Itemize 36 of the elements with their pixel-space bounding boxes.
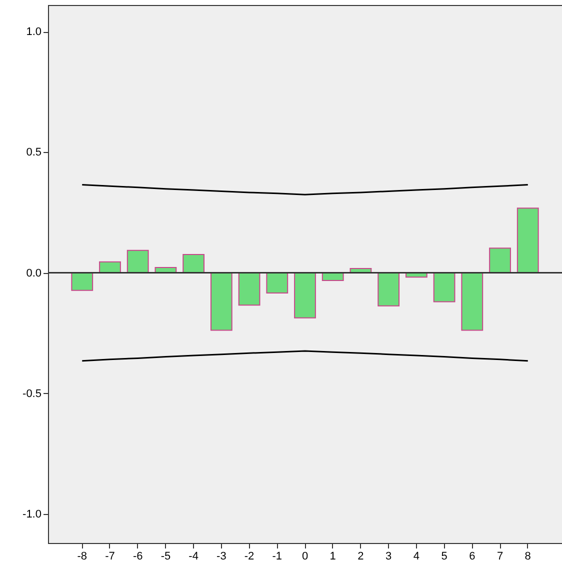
x-tick-label: 3 bbox=[386, 550, 392, 562]
x-tick-label: 0 bbox=[302, 550, 308, 562]
x-tick-label: 8 bbox=[524, 550, 531, 562]
x-tick-label: 4 bbox=[413, 550, 420, 562]
x-tick-label: -6 bbox=[132, 550, 143, 562]
x-tick-label: 7 bbox=[496, 550, 504, 562]
bar bbox=[433, 272, 456, 302]
y-tick-label: 0.5 bbox=[26, 146, 42, 159]
line-series bbox=[81, 350, 529, 362]
x-tick-label: 5 bbox=[441, 550, 448, 562]
y-tick-label: 0.0 bbox=[26, 267, 42, 280]
bar bbox=[489, 248, 511, 274]
x-tick-label: 6 bbox=[469, 550, 476, 562]
x-tick-label: -2 bbox=[244, 550, 254, 562]
y-tick-label: -1.0 bbox=[22, 508, 42, 521]
x-tick-label: -4 bbox=[188, 550, 198, 562]
bar bbox=[126, 250, 149, 274]
line-series bbox=[81, 184, 529, 196]
y-tick-label: 1.0 bbox=[26, 26, 42, 38]
bar bbox=[238, 272, 260, 306]
bar bbox=[266, 272, 288, 294]
bar bbox=[182, 254, 205, 274]
bar bbox=[71, 272, 94, 291]
y-tick-label: -0.5 bbox=[22, 388, 42, 400]
x-tick-label: -7 bbox=[105, 550, 115, 562]
x-tick-label: -8 bbox=[77, 550, 88, 562]
x-tick-label: 2 bbox=[358, 550, 364, 562]
x-tick-label: -5 bbox=[160, 550, 171, 562]
bar bbox=[516, 208, 539, 274]
x-tick-label: 1 bbox=[330, 550, 336, 562]
bar bbox=[210, 272, 232, 331]
bar bbox=[378, 272, 400, 306]
x-tick-label: -1 bbox=[272, 550, 282, 562]
x-tick-label: -3 bbox=[216, 550, 226, 562]
bar bbox=[294, 272, 316, 318]
bar bbox=[461, 272, 484, 331]
